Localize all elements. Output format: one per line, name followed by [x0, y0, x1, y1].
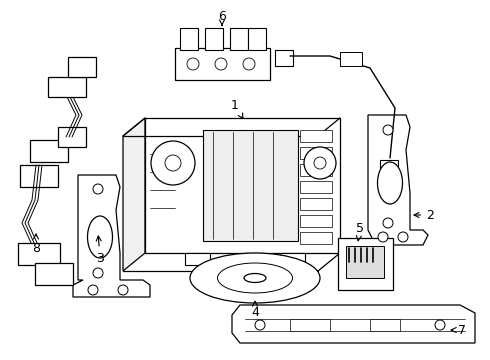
Polygon shape [232, 305, 475, 343]
Bar [300, 164, 332, 176]
Circle shape [435, 320, 445, 330]
Circle shape [93, 268, 103, 278]
Bar [180, 28, 198, 50]
Text: 8: 8 [32, 234, 40, 255]
Circle shape [243, 58, 255, 70]
Circle shape [187, 58, 199, 70]
Bar [205, 28, 223, 50]
Bar [185, 253, 210, 265]
Ellipse shape [190, 253, 320, 303]
Bar [380, 160, 398, 174]
Ellipse shape [218, 263, 293, 293]
Text: 6: 6 [218, 9, 226, 26]
Bar [20, 165, 58, 187]
Bar [68, 57, 96, 77]
Circle shape [88, 285, 98, 295]
Bar [300, 215, 332, 227]
Bar [300, 147, 332, 159]
Bar [248, 28, 266, 50]
Circle shape [315, 320, 325, 330]
Bar [338, 238, 393, 290]
Polygon shape [368, 115, 428, 245]
Bar [346, 246, 384, 278]
Circle shape [93, 184, 103, 194]
Bar [275, 50, 293, 66]
Text: 4: 4 [251, 301, 259, 319]
Text: 7: 7 [451, 324, 466, 337]
Circle shape [314, 157, 326, 169]
Bar [300, 181, 332, 193]
Text: 5: 5 [356, 221, 364, 241]
Bar [145, 118, 340, 253]
Circle shape [151, 141, 195, 185]
Circle shape [398, 232, 408, 242]
Bar [280, 253, 305, 265]
Bar [370, 319, 400, 331]
Bar [58, 127, 86, 147]
Bar [230, 28, 248, 50]
Text: 1: 1 [231, 99, 243, 118]
Ellipse shape [244, 274, 266, 283]
Bar [290, 319, 330, 331]
Circle shape [118, 285, 128, 295]
Bar [30, 140, 68, 162]
Circle shape [383, 218, 393, 228]
Ellipse shape [88, 216, 113, 258]
Circle shape [383, 125, 393, 135]
Bar [48, 77, 86, 97]
Circle shape [304, 147, 336, 179]
Ellipse shape [377, 162, 402, 204]
Circle shape [255, 320, 265, 330]
Bar [18, 243, 60, 265]
Bar [300, 198, 332, 210]
Text: 3: 3 [96, 236, 104, 265]
Polygon shape [123, 118, 145, 271]
Bar [35, 263, 73, 285]
Bar [300, 130, 332, 142]
Bar [300, 232, 332, 244]
Circle shape [165, 155, 181, 171]
Bar [203, 130, 298, 241]
Circle shape [375, 320, 385, 330]
Bar [340, 52, 362, 66]
Text: 2: 2 [414, 208, 434, 221]
Circle shape [215, 58, 227, 70]
Bar [175, 48, 270, 80]
Polygon shape [73, 175, 150, 297]
Circle shape [378, 232, 388, 242]
